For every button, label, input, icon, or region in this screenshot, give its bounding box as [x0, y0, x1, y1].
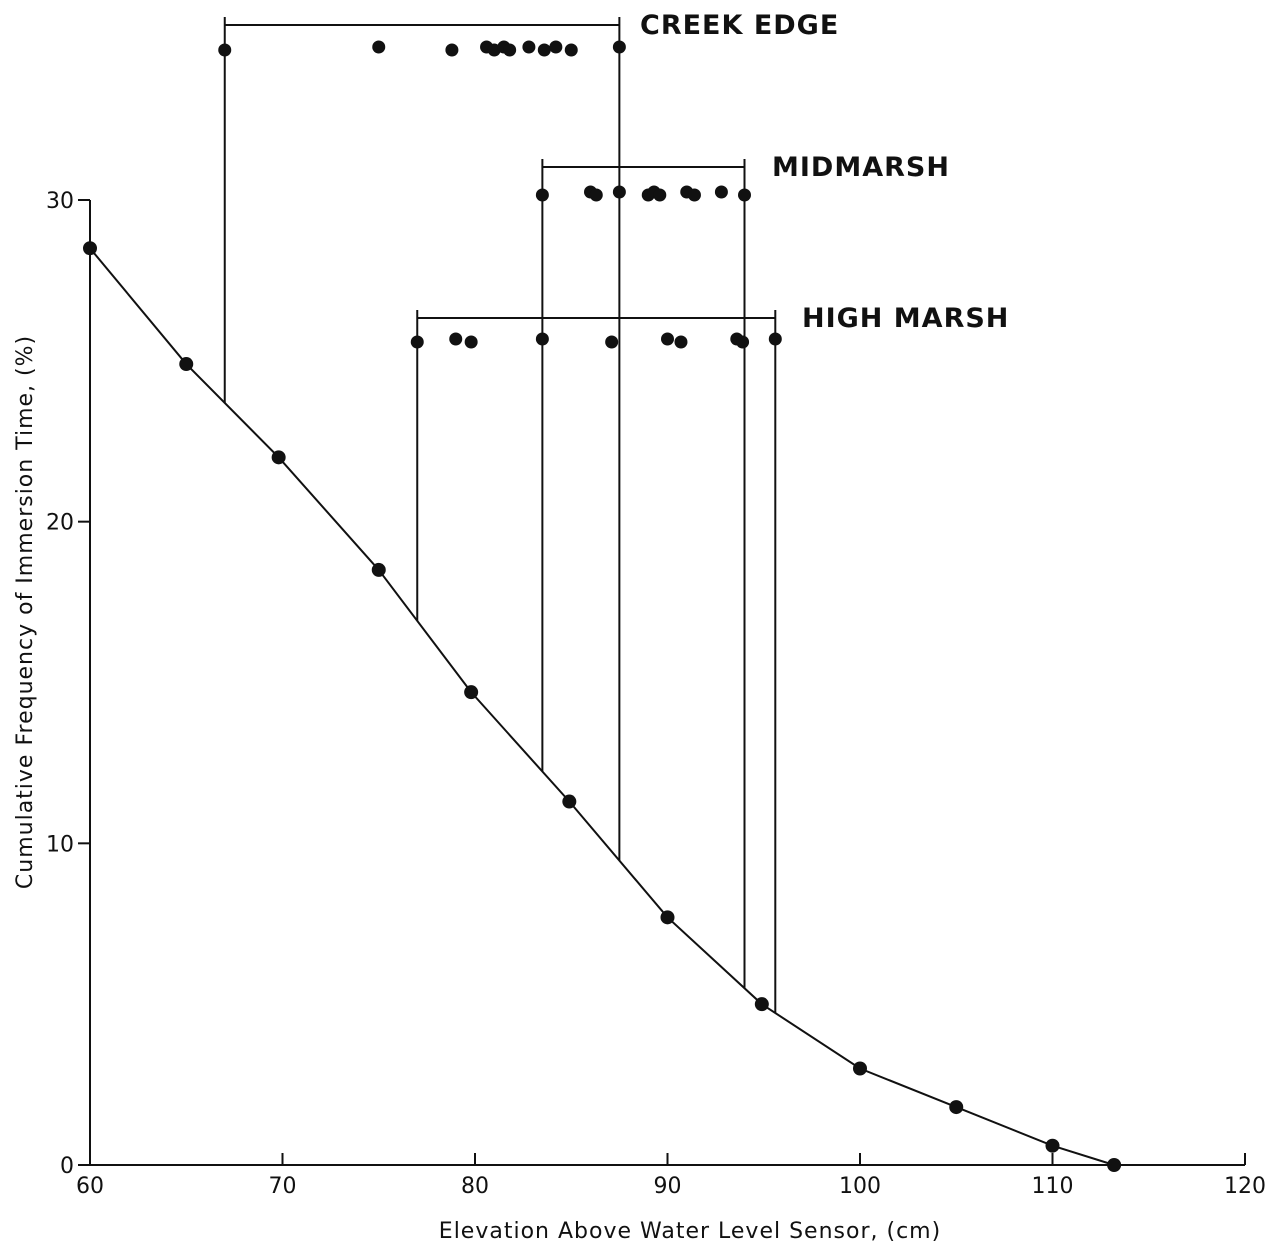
group-point	[768, 332, 782, 346]
group-point	[445, 43, 459, 57]
group-point	[535, 332, 549, 346]
group-point	[537, 43, 551, 57]
data-point	[179, 357, 194, 372]
group-midmarsh: MIDMARSH	[535, 152, 950, 989]
data-point	[83, 241, 97, 256]
group-creek-edge: CREEK EDGE	[218, 10, 839, 861]
x-tick-label: 70	[269, 1174, 297, 1199]
group-point	[549, 40, 563, 54]
group-point	[564, 43, 578, 57]
immersion-curve	[83, 241, 1122, 1172]
y-tick-label: 30	[46, 189, 74, 214]
group-point	[653, 188, 667, 202]
data-point	[853, 1061, 867, 1076]
group-point	[612, 185, 626, 199]
data-point	[464, 685, 479, 700]
group-point	[674, 335, 688, 349]
data-point	[949, 1100, 964, 1115]
x-tick-label: 90	[654, 1174, 682, 1199]
y-tick-label: 0	[60, 1154, 74, 1179]
group-point	[449, 332, 463, 346]
y-tick-label: 20	[46, 511, 74, 536]
group-point	[522, 40, 536, 54]
group-point	[503, 43, 517, 57]
data-point	[660, 910, 675, 925]
data-point	[271, 450, 286, 465]
group-point	[535, 188, 549, 202]
x-tick-label: 110	[1032, 1174, 1074, 1199]
series-line	[89, 247, 1115, 1166]
group-point	[464, 335, 478, 349]
group-label: CREEK EDGE	[640, 10, 839, 41]
marsh-groups: CREEK EDGE MIDMARSH HIGH MARSH	[218, 10, 1009, 1013]
x-tick-label: 100	[839, 1174, 881, 1199]
group-point	[714, 185, 728, 199]
axis-ticks: 60 70 80 90 100 110 120 0 10 20 30	[46, 189, 1266, 1199]
x-tick-label: 60	[76, 1174, 104, 1199]
y-tick-label: 10	[46, 832, 74, 857]
group-high-marsh: HIGH MARSH	[410, 303, 1009, 1013]
group-point	[687, 188, 701, 202]
group-label: HIGH MARSH	[802, 303, 1009, 334]
data-point	[1107, 1158, 1122, 1172]
x-axis-title: Elevation Above Water Level Sensor, (cm)	[439, 1219, 941, 1244]
data-point	[371, 562, 386, 577]
group-point	[738, 188, 751, 202]
group-point	[612, 40, 626, 54]
group-point	[736, 335, 750, 349]
group-point	[661, 332, 674, 346]
group-point	[372, 40, 386, 54]
x-tick-label: 120	[1224, 1174, 1266, 1199]
y-axis-title: Cumulative Frequency of Immersion Time, …	[13, 335, 38, 889]
data-point	[562, 794, 577, 809]
x-tick-label: 80	[461, 1174, 489, 1199]
data-point	[1045, 1138, 1060, 1153]
group-label: MIDMARSH	[772, 152, 950, 183]
group-point	[218, 43, 232, 57]
group-point	[589, 188, 603, 202]
group-point	[605, 335, 619, 349]
group-point	[410, 335, 424, 349]
data-point	[754, 997, 769, 1012]
